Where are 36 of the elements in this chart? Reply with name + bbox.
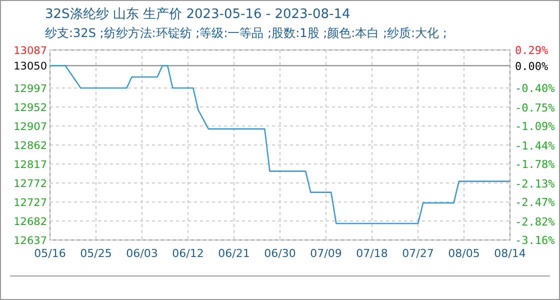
x-tick-label: 06/30 xyxy=(264,247,296,260)
y-tick-label: 13087 xyxy=(14,45,47,57)
y2-tick-label: -2.13% xyxy=(515,177,556,190)
y-tick-label: 12997 xyxy=(14,83,47,95)
y2-tick-label: 0.00% xyxy=(515,60,548,73)
y2-tick-label: -0.40% xyxy=(515,82,556,95)
x-tick-label: 06/03 xyxy=(126,247,158,260)
x-tick-label: 06/21 xyxy=(218,247,250,260)
y2-tick-label: -1.09% xyxy=(515,120,556,133)
y2-tick-label: -1.78% xyxy=(515,158,556,171)
x-tick-label: 08/05 xyxy=(448,247,480,260)
y-tick-label: 12682 xyxy=(14,216,47,228)
x-tick-label: 07/18 xyxy=(356,247,388,260)
y2-tick-label: -0.75% xyxy=(515,101,556,114)
x-tick-label: 07/27 xyxy=(402,247,434,260)
y-tick-label: 12907 xyxy=(14,121,47,133)
y2-tick-label: -2.47% xyxy=(515,196,556,209)
y2-tick-label: -1.44% xyxy=(515,139,556,152)
x-tick-label: 05/16 xyxy=(34,247,66,260)
y2-tick-label: -2.82% xyxy=(515,215,556,228)
x-tick-label: 08/14 xyxy=(494,247,526,260)
y2-tick-label: 0.29% xyxy=(515,44,548,57)
y-tick-label: 12952 xyxy=(14,102,47,114)
chart-subtitle: 纱支:32S ;纺纱方法:环锭纺 ;等级:一等品 ;股数:1股 ;颜色:本白 ;纱质:大化 ; xyxy=(45,26,447,40)
y-tick-label: 12637 xyxy=(14,235,47,247)
y-tick-label: 12772 xyxy=(14,178,47,190)
x-tick-label: 05/25 xyxy=(80,247,112,260)
y-tick-label: 12727 xyxy=(14,197,47,209)
x-tick-label: 06/12 xyxy=(172,247,204,260)
y-tick-label: 12817 xyxy=(14,159,47,171)
line-series xyxy=(49,64,511,224)
y-tick-label: 13050 xyxy=(14,60,47,73)
chart-title: 32S涤纶纱 山东 生产价 2023-05-16 - 2023-08-14 xyxy=(45,7,350,22)
y-tick-label: 12862 xyxy=(14,140,47,152)
x-tick-label: 07/09 xyxy=(310,247,342,260)
y2-tick-label: -3.16% xyxy=(515,234,556,247)
